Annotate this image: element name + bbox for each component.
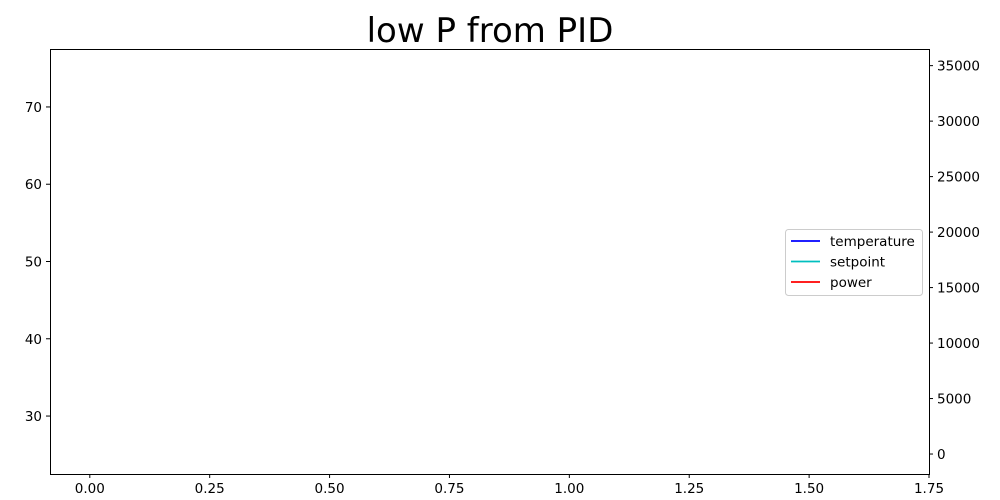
x-tick-label: 1.75 [914,481,944,497]
x-tick-label: 1.25 [674,481,704,497]
x-axis: 0.00 0.25 0.50 0.75 1.00 1.25 1.50 1.75 [75,474,944,497]
x-tick-label: 0.75 [434,481,464,497]
y2-tick-label: 5000 [937,392,971,408]
y2-tick-label: 15000 [937,281,980,297]
y2-tick-label: 20000 [937,225,980,241]
y2-tick-label: 25000 [937,170,980,186]
y-tick-label: 40 [25,332,42,348]
legend: temperature setpoint power [785,229,923,296]
y-tick-label: 60 [25,177,42,193]
y-tick-label: 50 [25,255,42,271]
y-axis-left: 30 40 50 60 70 [25,100,50,425]
x-tick-label: 0.25 [195,481,225,497]
y-tick-label: 70 [25,100,42,116]
x-tick-label: 1.50 [794,481,824,497]
x-tick-label: 0.00 [75,481,105,497]
y-axis-right: 0 5000 10000 15000 20000 25000 30000 35000 [929,59,980,463]
y2-tick-label: 35000 [937,59,980,75]
y-tick-label: 30 [25,409,42,425]
legend-box [785,229,923,296]
legend-label-power: power [830,275,872,291]
y2-tick-label: 30000 [937,114,980,130]
legend-label-setpoint: setpoint [830,255,885,271]
chart-title: low P from PID [367,11,614,51]
x-tick-label: 0.50 [315,481,345,497]
y2-tick-label: 0 [937,447,946,463]
plot-area [50,49,930,475]
x-tick-label: 1.00 [554,481,584,497]
legend-label-temperature: temperature [830,234,915,250]
y2-tick-label: 10000 [937,336,980,352]
